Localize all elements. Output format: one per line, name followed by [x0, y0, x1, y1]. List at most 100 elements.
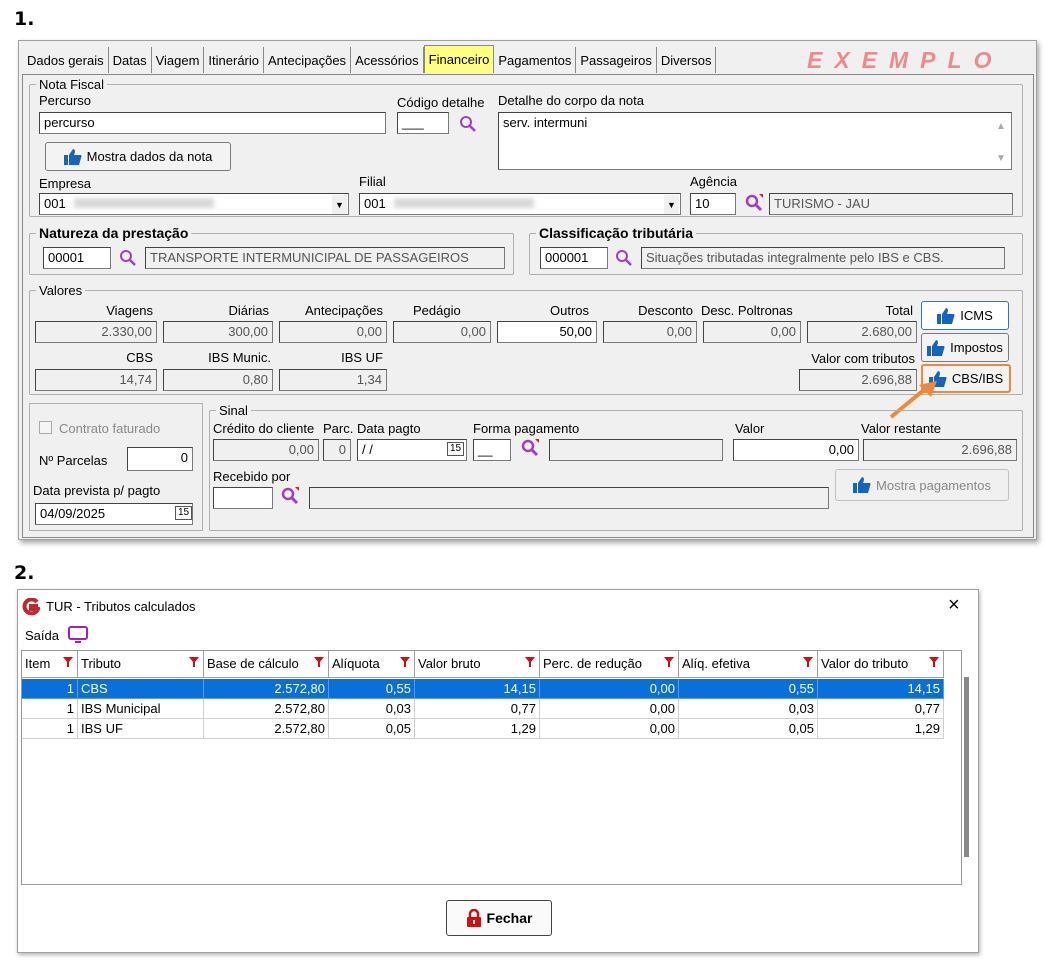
filter-icon[interactable]	[400, 657, 410, 667]
pedagio-field: 0,00	[393, 321, 491, 343]
scroll-down-icon[interactable]: ▼	[996, 153, 1006, 164]
tab-financeiro[interactable]: Financeiro	[423, 45, 495, 73]
chevron-down-icon[interactable]: ▼	[332, 195, 347, 214]
tab-datas[interactable]: Datas	[108, 47, 152, 73]
search-icon[interactable]	[281, 487, 299, 505]
table-cell: 1	[22, 719, 78, 739]
filter-icon[interactable]	[803, 657, 813, 667]
codigo-detalhe-label: Código detalhe	[397, 95, 485, 110]
table-cell: 1,29	[415, 719, 540, 739]
tab-antecipacoes[interactable]: Antecipações	[264, 47, 352, 73]
column-header-item[interactable]: Item	[22, 651, 78, 678]
classificacao-legend: Classificação tributária	[539, 225, 694, 241]
tributos-grid: Item Tributo Base de cálculo Alíquota Va…	[21, 650, 969, 885]
table-cell: 0,55	[679, 679, 818, 699]
outros-input[interactable]: 50,00	[497, 321, 597, 343]
icms-button[interactable]: ICMS	[921, 301, 1009, 330]
tab-passageiros[interactable]: Passageiros	[576, 47, 657, 73]
step-2-label: 2.	[14, 562, 35, 584]
column-header-aliquota[interactable]: Alíquota	[329, 651, 415, 678]
thumbs-up-icon	[928, 370, 947, 387]
antecipacoes-label: Antecipações	[304, 303, 383, 318]
impostos-button[interactable]: Impostos	[921, 333, 1009, 362]
filter-icon[interactable]	[63, 657, 73, 667]
recebido-por-desc	[309, 487, 829, 509]
search-icon[interactable]	[119, 249, 137, 267]
detalhe-corpo-textarea[interactable]: serv. intermuni	[498, 112, 1012, 170]
tab-dados-gerais[interactable]: Dados gerais	[23, 47, 109, 73]
valor-input[interactable]: 0,00	[733, 439, 859, 461]
percurso-input[interactable]: percurso	[39, 112, 386, 134]
data-prevista-input[interactable]: 04/09/2025	[35, 503, 193, 525]
saida-menu[interactable]: Saída	[25, 628, 59, 643]
tab-diversos[interactable]: Diversos	[656, 47, 717, 73]
scroll-up-icon[interactable]: ▲	[996, 121, 1006, 132]
agencia-input[interactable]: 10	[690, 193, 736, 215]
column-header-label: Item	[25, 656, 51, 671]
desc-poltronas-field: 0,00	[703, 321, 801, 343]
data-pagto-label: Data pagto	[357, 421, 421, 436]
total-field: 2.680,00	[807, 321, 917, 343]
filial-select[interactable]: 001 ▼	[359, 193, 681, 215]
parcelas-input[interactable]: 0	[127, 447, 193, 471]
agencia-label: Agência	[690, 174, 737, 189]
table-cell: 0,05	[329, 719, 415, 739]
classificacao-code-input[interactable]: 000001	[540, 247, 608, 269]
filter-icon[interactable]	[189, 657, 199, 667]
filter-icon[interactable]	[664, 657, 674, 667]
calendar-icon[interactable]: 15	[447, 442, 465, 456]
column-header-valor-tributo[interactable]: Valor do tributo	[818, 651, 944, 678]
filter-icon[interactable]	[314, 657, 324, 667]
filter-icon[interactable]	[525, 657, 535, 667]
data-prevista-label: Data prevista p/ pagto	[33, 483, 161, 498]
empresa-select[interactable]: 001 ▼	[39, 193, 349, 215]
data-pagto-input[interactable]: / /	[357, 439, 467, 461]
diarias-label: Diárias	[228, 303, 269, 318]
sinal-legend: Sinal	[219, 403, 248, 418]
contrato-checkbox[interactable]	[39, 421, 52, 434]
column-header-label: Alíquota	[332, 656, 380, 671]
cbs-ibs-button[interactable]: CBS/IBS	[921, 364, 1011, 393]
column-header-base[interactable]: Base de cálculo	[204, 651, 329, 678]
column-header-tributo[interactable]: Tributo	[78, 651, 204, 678]
table-cell: 0,00	[540, 679, 679, 699]
column-header-aliq-efetiva[interactable]: Alíq. efetiva	[679, 651, 818, 678]
codigo-detalhe-input[interactable]: ___	[397, 112, 449, 134]
column-header-perc-reducao[interactable]: Perc. de redução	[540, 651, 679, 678]
watermark: EXEMPLO	[807, 47, 1004, 73]
mostra-dados-nota-button[interactable]: Mostra dados da nota	[45, 142, 231, 171]
tab-acessorios[interactable]: Acessórios	[351, 47, 424, 73]
tab-itinerario[interactable]: Itinerário	[204, 47, 264, 73]
mostra-pagamentos-button[interactable]: Mostra pagamentos	[835, 469, 1009, 501]
ibs-uf-field: 1,34	[279, 369, 387, 391]
tab-viagem[interactable]: Viagem	[151, 47, 205, 73]
close-icon[interactable]: ×	[948, 594, 960, 616]
contrato-label: Contrato faturado	[59, 421, 161, 436]
natureza-desc-field: TRANSPORTE INTERMUNICIPAL DE PASSAGEIROS	[145, 247, 505, 269]
chevron-down-icon[interactable]: ▼	[664, 195, 679, 214]
detalhe-corpo-label: Detalhe do corpo da nota	[498, 93, 644, 108]
thumbs-up-icon	[853, 477, 871, 493]
calendar-icon[interactable]: 15	[175, 506, 193, 520]
monitor-icon[interactable]	[68, 626, 88, 644]
natureza-code-input[interactable]: 00001	[43, 247, 111, 269]
valores-legend: Valores	[39, 283, 83, 298]
table-cell: 0,03	[679, 699, 818, 719]
column-header-valor-bruto[interactable]: Valor bruto	[415, 651, 540, 678]
app-logo-icon	[22, 598, 40, 616]
vertical-scrollbar[interactable]	[964, 677, 969, 857]
filter-icon[interactable]	[929, 657, 939, 667]
search-icon[interactable]	[745, 194, 763, 212]
fechar-button[interactable]: Fechar	[446, 900, 552, 936]
desconto-label: Desconto	[638, 303, 693, 318]
forma-pagamento-input[interactable]: __	[473, 439, 511, 461]
classificacao-desc-field: Situações tributadas integralmente pelo …	[641, 247, 1005, 269]
search-icon[interactable]	[521, 439, 539, 457]
tab-pagamentos[interactable]: Pagamentos	[494, 47, 577, 73]
thumbs-up-icon	[927, 339, 945, 356]
recebido-por-input[interactable]	[213, 487, 273, 509]
table-cell: 1	[22, 679, 78, 699]
thumbs-up-icon	[63, 148, 82, 165]
search-icon[interactable]	[459, 115, 477, 133]
search-icon[interactable]	[615, 249, 633, 267]
